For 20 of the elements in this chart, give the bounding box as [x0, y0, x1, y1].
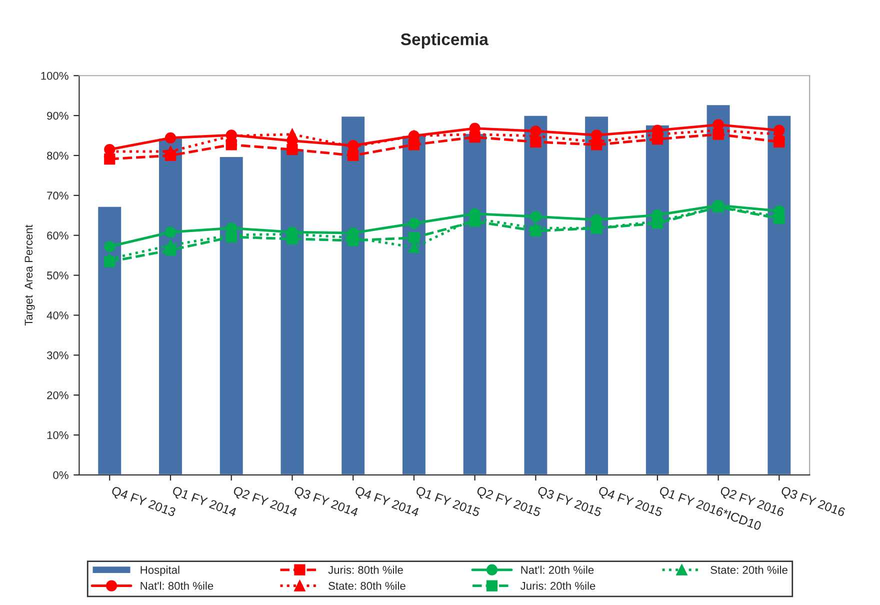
y-tick-label: 0%	[53, 471, 68, 480]
y-tick-label: 40%	[46, 311, 68, 320]
y-axis-title: Target Area Percent	[24, 224, 35, 326]
legend-label: Hospital	[140, 566, 180, 576]
y-tick-label: 10%	[47, 431, 68, 440]
y-tick-label: 30%	[46, 351, 68, 360]
y-tick-label: 100%	[41, 72, 68, 80]
y-tick-label: 20%	[47, 391, 68, 400]
legend-label: State: 20th %ile	[710, 566, 788, 574]
legend-label: Juris: 20th %ile	[520, 582, 596, 590]
legend-label: Nat'l: 20th %ile	[521, 566, 594, 574]
chart-title: Septicemia	[400, 32, 489, 49]
y-tick-label: 90%	[47, 112, 68, 120]
y-tick-label: 80%	[47, 152, 68, 160]
y-tick-label: 50%	[46, 272, 68, 280]
y-tick-label: 60%	[47, 232, 68, 240]
legend-label: Nat'l: 80th %ile	[140, 582, 214, 590]
legend-label: State: 80th %ile	[328, 582, 406, 590]
y-tick-label: 70%	[47, 192, 68, 200]
legend-label: Juris: 80th %ile	[328, 566, 403, 574]
